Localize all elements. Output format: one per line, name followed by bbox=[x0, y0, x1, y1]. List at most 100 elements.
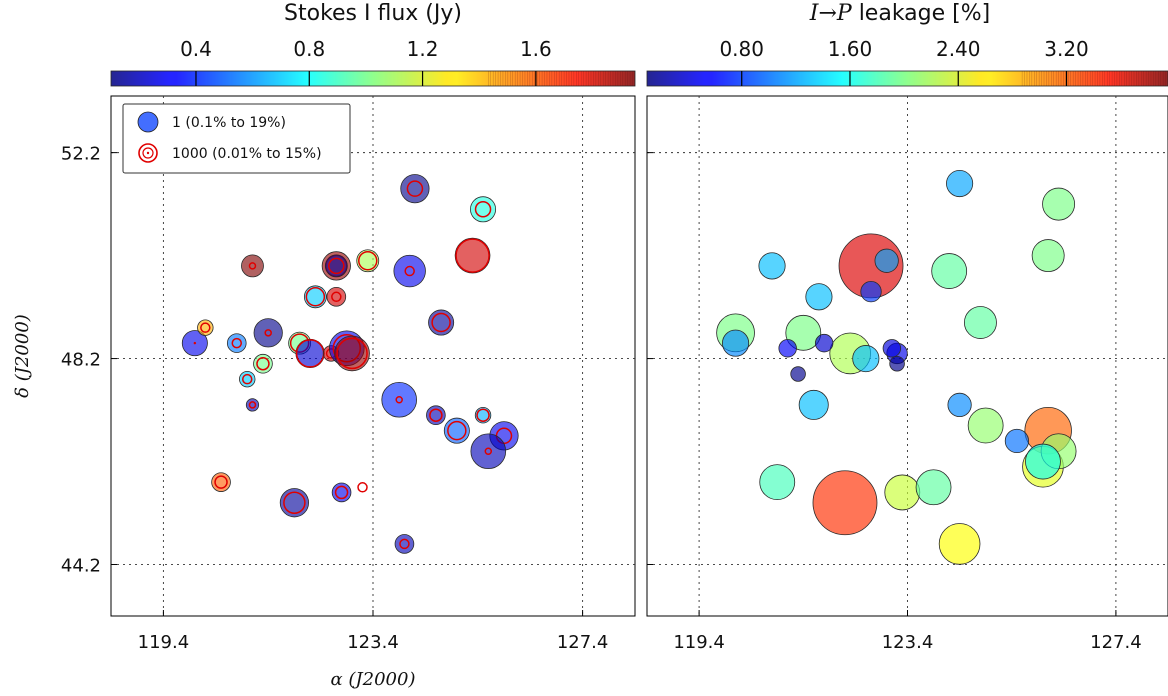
left-colorbar-label: Stokes I flux (Jy) bbox=[284, 1, 462, 26]
source-marker-level1000 bbox=[484, 447, 493, 455]
source-marker-level1 bbox=[334, 335, 370, 372]
source-marker-level1000 bbox=[447, 420, 467, 441]
colorbar-tick-label: 1.2 bbox=[407, 37, 439, 61]
source-marker-level1000 bbox=[357, 482, 368, 493]
right-colorbar-gradient bbox=[646, 70, 1168, 87]
right-panel: 119.4 123.4 127.4 bbox=[646, 95, 1168, 653]
source-marker-level1000 bbox=[395, 396, 403, 404]
source-marker-level1 bbox=[226, 333, 247, 353]
legend-entry-2-label: 1000 (0.01% to 15%) bbox=[172, 146, 322, 162]
leakage-marker bbox=[967, 407, 1004, 444]
leakage-marker bbox=[852, 345, 880, 373]
right-colorbar-label-math: I→P bbox=[809, 1, 853, 26]
x-axis-label: α (J2000) bbox=[331, 669, 416, 690]
leakage-marker bbox=[785, 314, 822, 351]
leakage-marker bbox=[1042, 187, 1076, 221]
source-marker-level1 bbox=[454, 237, 491, 274]
right-colorbar-ticks: 0.80 1.60 2.40 3.20 bbox=[719, 37, 1166, 86]
left-data-points bbox=[181, 174, 519, 554]
source-marker-level1000 bbox=[328, 257, 345, 275]
leakage-marker bbox=[947, 392, 972, 418]
leakage-marker bbox=[1031, 239, 1065, 273]
right-colorbar-label-text: leakage [%] bbox=[852, 1, 991, 26]
source-marker-level1000 bbox=[264, 329, 272, 337]
source-marker-level1 bbox=[239, 370, 256, 388]
colorbar-tick-label: 2.40 bbox=[936, 37, 981, 61]
leakage-marker bbox=[790, 366, 806, 382]
leakage-marker bbox=[805, 283, 833, 311]
left-colorbar-gradient bbox=[110, 70, 636, 87]
left-axis-ticks: 119.4 123.4 127.4 44.2 48.2 52.2 bbox=[61, 144, 608, 653]
left-colorbar-ticks: 0.4 0.8 1.2 1.6 bbox=[180, 37, 633, 86]
source-marker-level1000 bbox=[406, 180, 424, 197]
colorbar-tick-label: 3.20 bbox=[1044, 37, 1089, 61]
leakage-marker bbox=[884, 474, 921, 511]
left-grid bbox=[111, 96, 635, 616]
source-marker-level1 bbox=[197, 319, 214, 336]
right-colorbar: 0.80 1.60 2.40 3.20 I→P leakage [%] bbox=[646, 1, 1168, 87]
legend-marker-red-ring-outer bbox=[138, 143, 158, 163]
leakage-marker bbox=[814, 333, 834, 353]
source-marker-level1 bbox=[470, 196, 497, 223]
leakage-marker bbox=[798, 389, 829, 420]
x-tick-label: 119.4 bbox=[138, 632, 190, 653]
source-marker-level1 bbox=[253, 318, 283, 348]
y-tick-label: 44.2 bbox=[61, 556, 101, 577]
source-marker-level1000 bbox=[283, 491, 306, 514]
legend-marker-red-ring-inner bbox=[142, 147, 154, 159]
colorbar-tick-label: 0.80 bbox=[719, 37, 764, 61]
leakage-marker bbox=[882, 339, 902, 358]
leakage-marker bbox=[1025, 443, 1061, 480]
source-marker-level1 bbox=[381, 381, 418, 418]
leakage-marker bbox=[889, 355, 905, 372]
x-tick-label: 123.4 bbox=[347, 632, 399, 653]
colorbar-tick-label: 0.4 bbox=[180, 37, 212, 61]
x-tick-label: 127.4 bbox=[557, 632, 609, 653]
y-axis-label-text: δ (J2000) bbox=[12, 314, 33, 398]
source-marker-level1000 bbox=[476, 408, 490, 422]
leakage-marker bbox=[874, 248, 899, 273]
source-marker-level1000 bbox=[256, 356, 270, 371]
source-marker-level1000 bbox=[241, 373, 253, 385]
source-marker-level1000 bbox=[248, 262, 257, 270]
legend: 1 (0.1% to 19%) 1000 (0.01% to 15%) bbox=[122, 103, 351, 174]
legend-marker-filled-blue bbox=[137, 111, 159, 133]
source-marker-level1 bbox=[245, 398, 260, 412]
leakage-marker bbox=[722, 329, 750, 357]
leakage-marker bbox=[1004, 428, 1030, 454]
left-colorbar: 0.4 0.8 1.2 1.6 Stokes I flux (Jy) bbox=[110, 1, 636, 87]
leakage-marker bbox=[931, 253, 968, 289]
colorbar-tick-label: 1.60 bbox=[828, 37, 873, 61]
x-axis-label-text: α (J2000) bbox=[331, 669, 416, 690]
colorbar-tick-label: 0.8 bbox=[293, 37, 325, 61]
source-marker-level1 bbox=[470, 433, 507, 470]
leakage-marker bbox=[938, 523, 981, 565]
legend-marker-red-dot bbox=[146, 151, 150, 155]
y-tick-label: 48.2 bbox=[61, 350, 101, 371]
colorbar-tick-label: 1.6 bbox=[520, 37, 552, 61]
source-marker-level1000 bbox=[404, 265, 415, 277]
source-marker-level1000 bbox=[399, 538, 410, 550]
legend-entry-1-label: 1 (0.1% to 19%) bbox=[172, 115, 286, 131]
source-marker-level1000 bbox=[455, 238, 490, 273]
right-colorbar-label: I→P leakage [%] bbox=[809, 1, 990, 26]
source-marker-level1000 bbox=[331, 291, 342, 303]
left-panel: 119.4 123.4 127.4 44.2 48.2 52.2 1 (0.1% to 1… bbox=[12, 95, 636, 690]
leakage-marker bbox=[812, 470, 878, 536]
source-marker-level1 bbox=[400, 174, 430, 204]
source-marker-level1000 bbox=[200, 322, 211, 333]
leakage-marker bbox=[759, 464, 796, 501]
y-tick-label: 52.2 bbox=[61, 144, 101, 165]
right-grid bbox=[647, 96, 1168, 616]
source-marker-level1000 bbox=[358, 251, 378, 271]
source-marker-level1 bbox=[326, 286, 347, 307]
source-marker-level1 bbox=[303, 285, 327, 309]
source-marker-level1000 bbox=[214, 475, 228, 489]
legend-box bbox=[122, 103, 351, 174]
source-marker-level1000 bbox=[193, 341, 197, 345]
source-marker-level1 bbox=[394, 534, 415, 554]
source-marker-level1000 bbox=[305, 287, 326, 307]
source-marker-level1000 bbox=[231, 337, 243, 349]
source-marker-level1000 bbox=[429, 408, 443, 422]
